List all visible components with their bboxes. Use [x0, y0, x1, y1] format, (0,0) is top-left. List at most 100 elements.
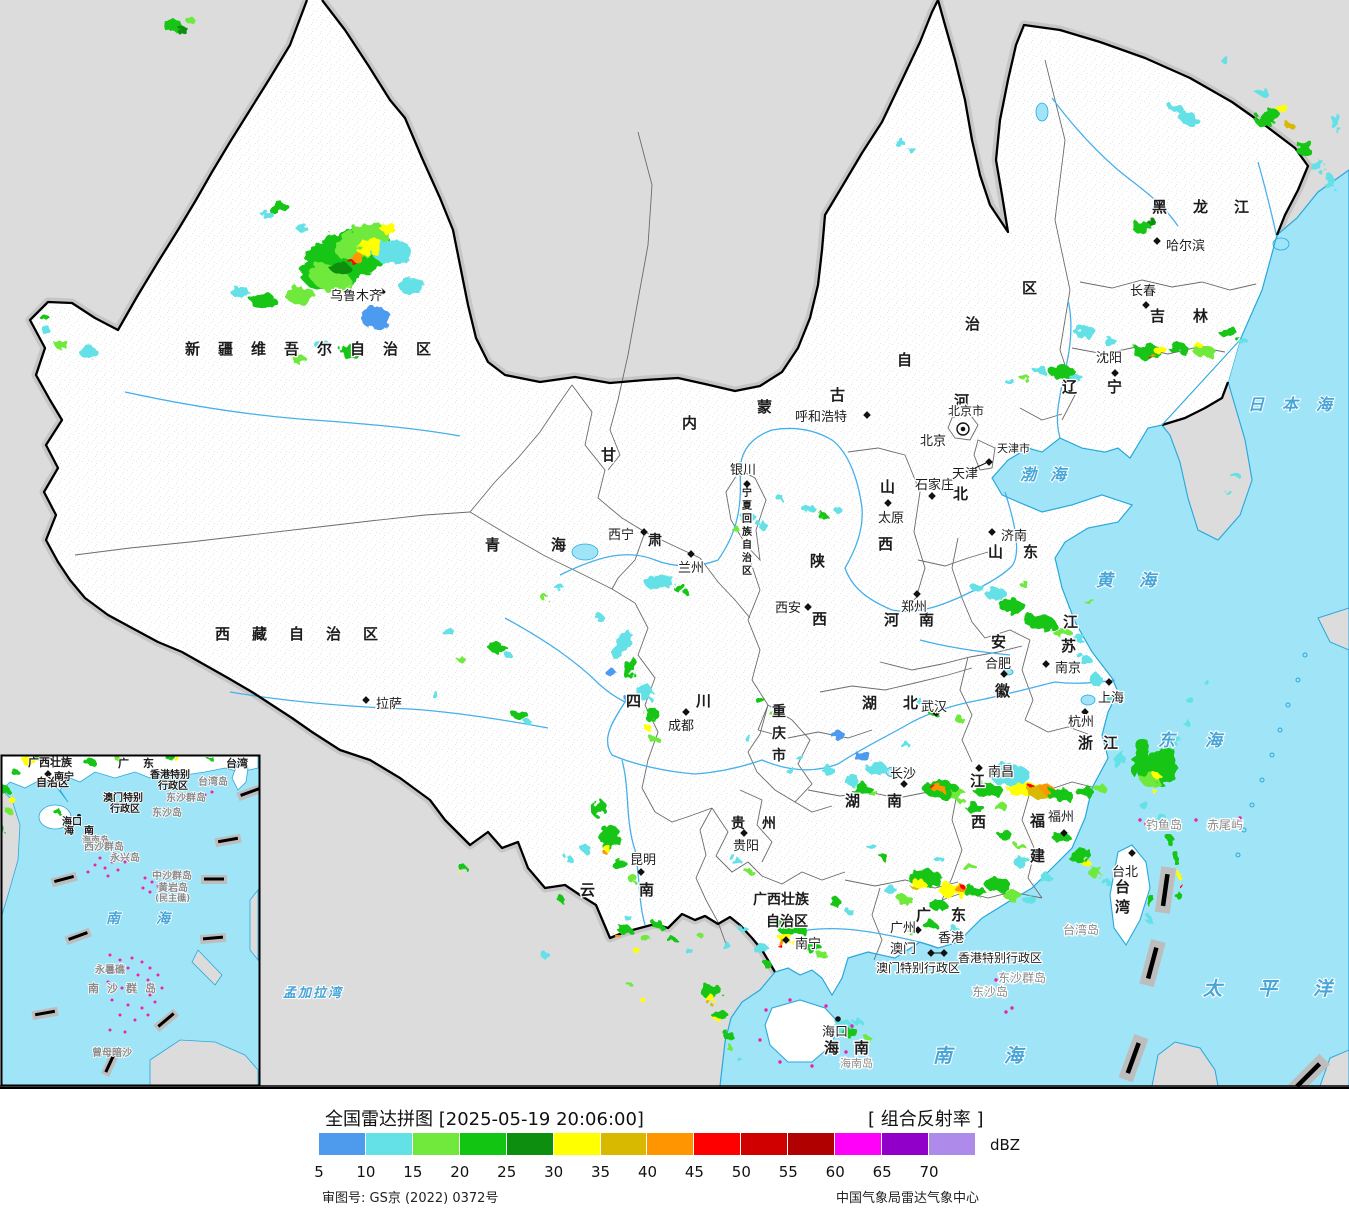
radar-echo	[667, 937, 677, 943]
province-label: 西	[812, 610, 827, 628]
colorbar-segment	[459, 1133, 506, 1155]
legend-panel: 全国雷达拼图 [2025-05-19 20:06:00] [ 组合反射率 ] d…	[0, 1087, 1349, 1208]
river	[504, 617, 1116, 775]
inset-hainan	[38, 804, 72, 830]
province-label: 陕	[810, 552, 825, 570]
province-boundary	[973, 439, 996, 471]
inset-label: 南海	[106, 910, 206, 927]
radar-echo	[1220, 57, 1230, 63]
radar-echo	[801, 940, 819, 950]
city-marker	[637, 868, 645, 876]
radar-echo	[1177, 872, 1183, 880]
radar-echo	[1078, 656, 1092, 664]
radar-echo	[846, 909, 854, 915]
province-label: 夏	[741, 500, 753, 512]
province-label: 山东	[988, 543, 1058, 561]
radar-echo	[431, 692, 439, 698]
radar-echo	[712, 1010, 728, 1020]
colorbar-segment	[928, 1133, 975, 1155]
province-label: 治	[965, 315, 980, 333]
radar-echo	[54, 809, 62, 815]
city-marker	[975, 764, 983, 772]
radar-echo	[1230, 472, 1240, 478]
city-marker	[1153, 237, 1161, 245]
radar-echo	[1076, 787, 1094, 797]
city-marker	[682, 708, 690, 716]
radar-echo	[964, 886, 986, 898]
radar-echo	[580, 844, 590, 852]
radar-echo	[600, 825, 620, 851]
radar-echo	[21, 756, 35, 764]
radar-echo	[1173, 851, 1179, 865]
province-label: 江	[1063, 613, 1078, 631]
radar-echo	[84, 758, 96, 766]
island-label: 海南岛	[840, 1056, 873, 1070]
radar-echo	[1005, 379, 1015, 385]
reef-mark	[1004, 1010, 1008, 1014]
radar-echo	[1311, 160, 1325, 172]
island-label: 钓鱼岛	[1146, 817, 1182, 832]
province-label: 苏	[1061, 637, 1076, 655]
radar-echo	[1153, 346, 1167, 354]
reef-mark	[210, 790, 214, 794]
map-title: 全国雷达拼图 [2025-05-19 20:06:00]	[325, 1109, 644, 1130]
reef-mark	[153, 1000, 157, 1004]
province-boundary	[654, 807, 713, 823]
colorbar-tick: 55	[778, 1163, 798, 1181]
reef-mark	[156, 973, 160, 977]
radar-echo	[673, 584, 687, 592]
radar-echo	[1015, 843, 1025, 849]
colorbar-ticks: 5 10 15 20 25 30 35 40 45 50 55 60 65 70	[314, 1163, 976, 1183]
colorbar	[319, 1133, 976, 1155]
colorbar-segment	[553, 1133, 600, 1155]
radar-echo	[1091, 673, 1101, 687]
province-label: 湖北	[862, 694, 944, 712]
river	[124, 391, 461, 437]
radar-echo	[1074, 634, 1086, 642]
radar-echo	[540, 952, 550, 958]
reef-mark	[1010, 1006, 1014, 1010]
ryukyu-island	[1259, 777, 1265, 783]
radar-echo	[640, 935, 650, 941]
radar-echo	[458, 657, 466, 663]
province-boundary	[1021, 639, 1034, 721]
radar-echo	[714, 1017, 722, 1023]
radar-echo	[1147, 219, 1157, 225]
lake	[1080, 694, 1096, 706]
province-label: 西藏自治区	[215, 625, 400, 643]
radar-echo	[755, 697, 765, 703]
radar-echo	[816, 951, 828, 959]
reef-mark	[114, 970, 118, 974]
city-label: 福州	[1048, 810, 1074, 825]
radar-echo	[843, 1027, 857, 1037]
radar-echo	[998, 831, 1012, 839]
radar-echo	[737, 1058, 743, 1062]
radar-echo	[1131, 738, 1149, 778]
city-label: 武汉	[921, 700, 947, 715]
radar-echo	[1325, 174, 1335, 190]
radar-echo	[870, 792, 880, 798]
radar-echo	[399, 277, 425, 295]
radar-echo	[953, 715, 963, 721]
city-label: 太原	[878, 511, 904, 526]
reef-mark	[98, 856, 102, 860]
radar-echo	[763, 962, 773, 968]
radar-echo	[524, 719, 532, 725]
radar-echo	[1020, 375, 1030, 381]
nine-dash-segment	[1125, 1042, 1141, 1074]
radar-echo	[1152, 790, 1158, 794]
radar-echo	[705, 995, 715, 1001]
radar-echo	[8, 797, 16, 803]
province-label: 辽宁	[1062, 378, 1152, 396]
radar-echo	[1153, 773, 1161, 779]
nine-dash-segment	[68, 931, 88, 941]
radar-echo	[796, 755, 804, 761]
radar-echo	[611, 630, 633, 660]
province-label: 山	[880, 478, 895, 496]
city-label: 西安	[775, 601, 801, 616]
city-marker	[44, 770, 52, 778]
inset-label: 永暑礁	[94, 963, 125, 976]
radar-echo	[1053, 627, 1071, 637]
radar-echo	[650, 736, 660, 744]
radar-echo	[1169, 104, 1183, 112]
